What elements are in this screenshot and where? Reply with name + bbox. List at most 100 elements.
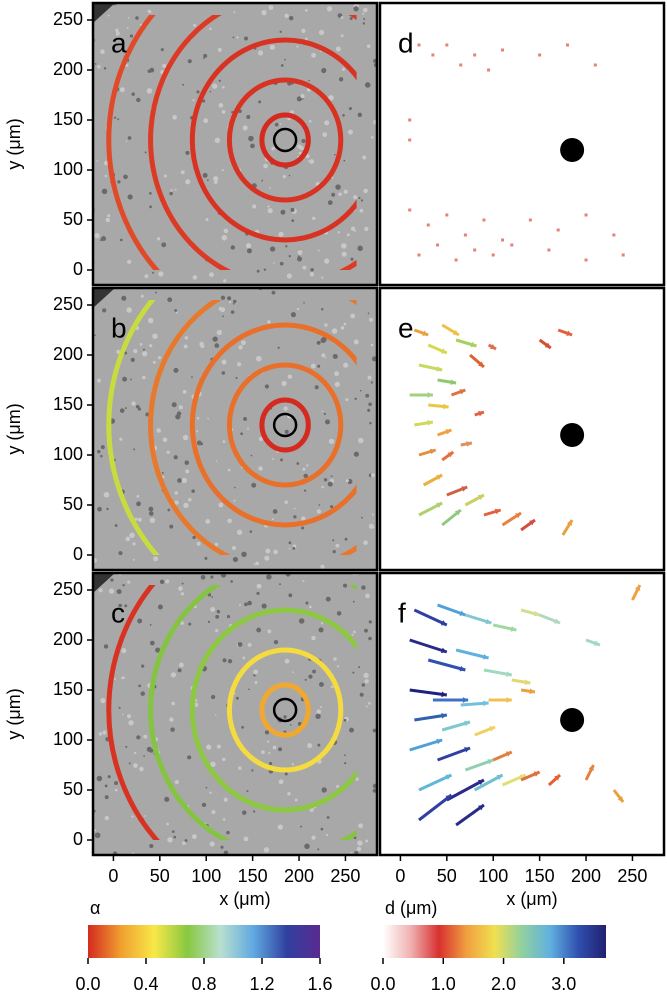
dot [491, 253, 495, 257]
speckle [350, 313, 356, 319]
speckle [371, 356, 377, 362]
speckle [136, 97, 141, 103]
speckle [261, 603, 267, 609]
speckle [264, 384, 270, 389]
y-axis-label: y (μm) [4, 688, 24, 739]
colorbar [88, 925, 320, 958]
speckle [127, 16, 130, 19]
speckle [223, 797, 228, 802]
dot [426, 223, 430, 227]
speckle [107, 775, 111, 779]
speckle [173, 367, 179, 373]
speckle [256, 355, 262, 362]
arrow-head [489, 726, 496, 732]
speckle [258, 100, 262, 104]
speckle [287, 374, 293, 379]
arrow [631, 584, 642, 601]
arrow [428, 403, 449, 410]
arrow [561, 519, 574, 536]
speckle [187, 498, 192, 502]
speckle [333, 657, 337, 661]
arrow [441, 508, 462, 527]
speckle [144, 274, 149, 279]
arrow-shaft [409, 738, 443, 752]
speckle [358, 196, 361, 200]
speckle [368, 620, 372, 624]
target-ring [272, 127, 298, 153]
speckle [332, 539, 335, 542]
speckle [183, 502, 189, 509]
speckle [127, 580, 131, 584]
speckle [345, 398, 349, 402]
speckle [342, 114, 345, 117]
speckle [215, 629, 219, 633]
arrow [446, 485, 468, 497]
speckle [167, 837, 173, 843]
dot [593, 63, 597, 67]
arrow [437, 746, 471, 762]
speckle [246, 248, 252, 254]
speckle [241, 340, 246, 346]
dot [445, 43, 449, 47]
speckle [293, 507, 296, 510]
arrow [409, 638, 448, 654]
speckle [132, 558, 135, 561]
speckle [303, 302, 305, 304]
y-tick-label: 200 [53, 344, 83, 364]
arrow-head [441, 691, 447, 698]
speckle [153, 556, 159, 562]
arrow-head [478, 361, 484, 367]
speckle [330, 685, 334, 689]
target-ring [272, 412, 298, 438]
speckle [248, 135, 254, 142]
speckle [166, 450, 170, 454]
speckle [133, 763, 138, 768]
speckle [104, 784, 108, 788]
y-tick-label: 250 [53, 579, 83, 599]
speckle [196, 430, 199, 433]
arrow [414, 420, 434, 427]
speckle [222, 440, 226, 443]
speckle [134, 517, 138, 521]
speckle [364, 679, 369, 684]
arrow [501, 511, 522, 527]
speckle [128, 762, 131, 765]
speckle [369, 525, 372, 528]
y-axis-label: y (μm) [4, 403, 24, 454]
arrow-head [477, 805, 484, 811]
arrow-head [566, 330, 573, 336]
speckle [254, 681, 258, 685]
colorbar-tick-label: 0.0 [370, 974, 395, 994]
arrow [455, 803, 485, 827]
arrow-head [482, 653, 489, 660]
speckle [357, 840, 363, 846]
speckle [311, 635, 316, 641]
arrow [418, 793, 453, 822]
arrow-head [450, 379, 457, 385]
speckle [301, 138, 306, 144]
speckle [121, 713, 124, 716]
dot [621, 253, 625, 257]
speckle [288, 541, 292, 545]
speckle [122, 376, 128, 382]
speckle [96, 449, 101, 454]
speckle [269, 246, 276, 252]
speckle [144, 151, 147, 154]
dot [501, 238, 505, 242]
speckle [227, 518, 232, 524]
speckle [129, 532, 135, 539]
speckle [155, 291, 157, 294]
speckle [102, 730, 107, 735]
speckle [306, 464, 309, 467]
speckle [369, 421, 372, 425]
dot [565, 43, 569, 47]
speckle [220, 307, 226, 313]
speckle [320, 307, 324, 311]
speckle [147, 317, 154, 324]
arrow-head [529, 688, 535, 695]
arrow-head [554, 775, 561, 781]
speckle [167, 297, 173, 303]
speckle [301, 28, 306, 34]
speckle [199, 442, 203, 446]
arrow-head [506, 671, 512, 677]
